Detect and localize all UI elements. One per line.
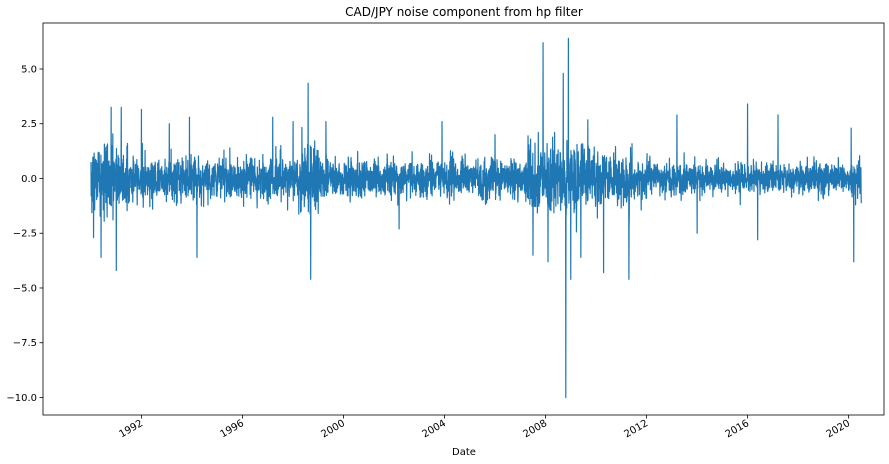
y-axis: 5.0 2.5 0.0 −2.5 −5.0 −7.5 −10.0 — [6, 64, 43, 404]
y-tick-label: −2.5 — [13, 229, 37, 240]
y-tick-label: −5.0 — [13, 283, 37, 294]
y-tick-label: 0.0 — [21, 174, 37, 185]
series-group — [90, 37, 862, 399]
y-tick-label: 2.5 — [21, 119, 37, 130]
series-line — [90, 37, 862, 399]
chart-title: CAD/JPY noise component from hp filter — [345, 5, 583, 19]
y-tick-label: −10.0 — [6, 393, 37, 404]
y-tick-label: 5.0 — [21, 64, 37, 75]
plot-area — [43, 23, 884, 415]
y-tick-label: −7.5 — [13, 338, 37, 349]
x-axis-label: Date — [452, 447, 476, 458]
plot-frame — [42, 22, 885, 416]
